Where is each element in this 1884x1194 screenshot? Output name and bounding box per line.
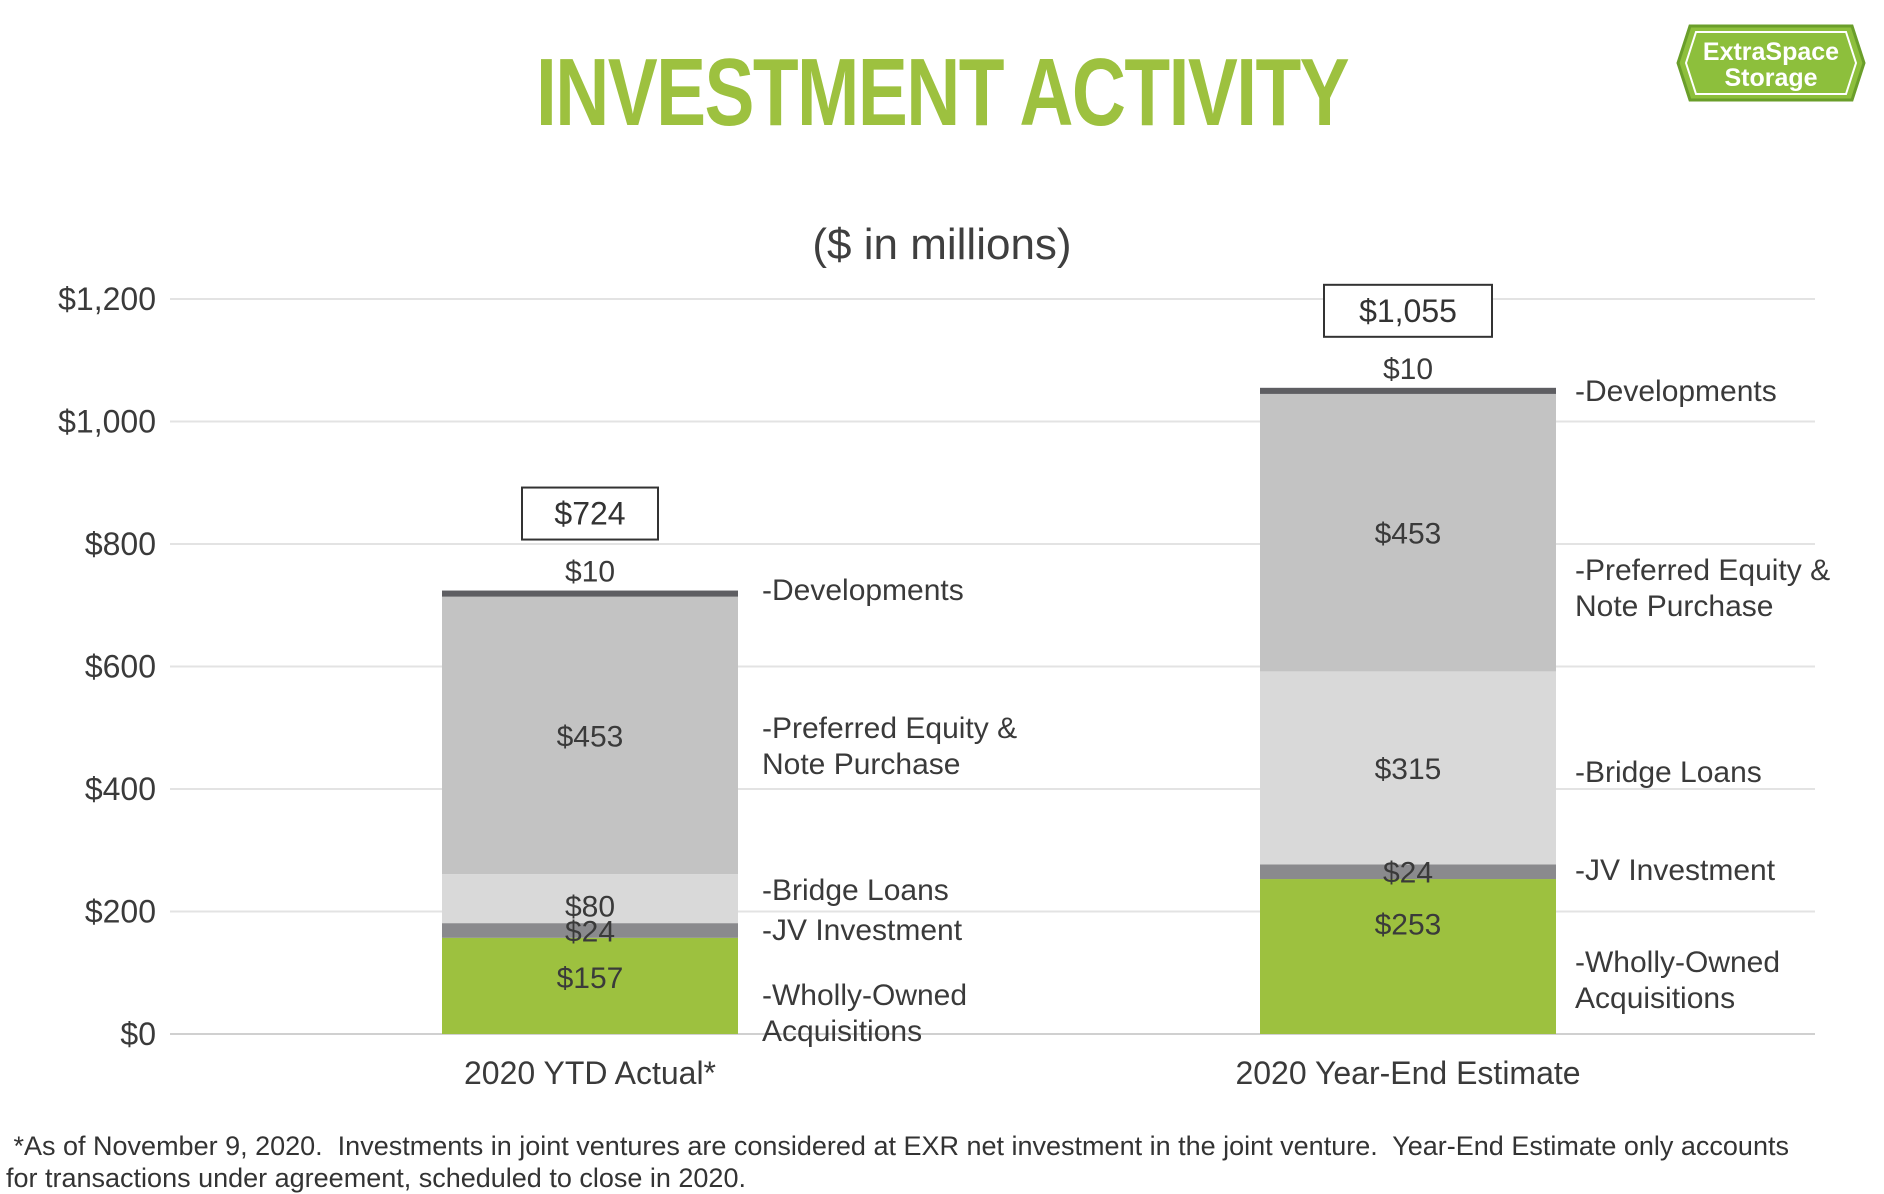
series-label: -Wholly-Owned xyxy=(1575,946,1780,979)
footnote: *As of November 9, 2020. Investments in … xyxy=(6,1130,1881,1194)
series-label: Note Purchase xyxy=(762,748,960,781)
bar-segment xyxy=(442,590,738,597)
series-label: Note Purchase xyxy=(1575,590,1773,623)
bar-segment xyxy=(442,923,738,938)
stacked-bar-chart: $0$200$400$600$800$1,000$1,200$157$24$80… xyxy=(58,281,1830,1091)
bar-segment xyxy=(1260,671,1556,865)
series-label: -Bridge Loans xyxy=(1575,756,1762,789)
data-label: $24 xyxy=(565,915,615,948)
series-label: Acquisitions xyxy=(1575,982,1735,1015)
y-tick-label: $800 xyxy=(85,526,156,562)
data-label: $315 xyxy=(1375,753,1442,786)
data-label: $453 xyxy=(1375,518,1442,551)
bar-segment xyxy=(1260,393,1556,672)
y-tick-label: $1,000 xyxy=(58,404,156,440)
series-label: -JV Investment xyxy=(1575,854,1776,887)
series-label: -Preferred Equity & xyxy=(1575,554,1830,587)
series-label: -Wholly-Owned xyxy=(762,979,967,1012)
bar-segment xyxy=(442,937,738,1034)
total-box xyxy=(521,486,659,541)
y-tick-label: $1,200 xyxy=(58,281,156,317)
series-label: -Developments xyxy=(1575,375,1777,408)
svg-text:ExtraSpace: ExtraSpace xyxy=(1703,38,1839,66)
bar-segment xyxy=(1260,879,1556,1034)
series-label: -Developments xyxy=(762,574,964,607)
bar-segment xyxy=(442,874,738,924)
svg-text:Storage: Storage xyxy=(1724,64,1817,92)
data-label: $80 xyxy=(565,891,615,924)
data-label: $24 xyxy=(1383,857,1433,890)
total-label: $724 xyxy=(554,496,625,532)
x-tick-label: 2020 Year-End Estimate xyxy=(1235,1055,1580,1091)
page-title: INVESTMENT ACTIVITY xyxy=(535,39,1350,146)
series-label: Acquisitions xyxy=(762,1015,922,1048)
series-label: -Preferred Equity & xyxy=(762,712,1017,745)
chart-subtitle: ($ in millions) xyxy=(812,220,1072,269)
bar-segment xyxy=(1260,864,1556,880)
y-tick-label: $600 xyxy=(85,649,156,685)
total-box xyxy=(1323,283,1493,338)
y-tick-label: $0 xyxy=(120,1016,156,1052)
series-label: -JV Investment xyxy=(762,914,963,947)
data-label: $10 xyxy=(565,556,615,589)
total-label: $1,055 xyxy=(1359,293,1457,329)
company-logo: ExtraSpace Storage xyxy=(1676,24,1866,102)
data-label: $253 xyxy=(1375,909,1442,942)
data-label: $10 xyxy=(1383,353,1433,386)
y-tick-label: $400 xyxy=(85,771,156,807)
footnote-line-1: *As of November 9, 2020. Investments in … xyxy=(6,1131,1789,1161)
bar-segment xyxy=(442,596,738,875)
x-tick-label: 2020 YTD Actual* xyxy=(464,1055,716,1091)
y-tick-label: $200 xyxy=(85,894,156,930)
data-label: $453 xyxy=(557,720,624,753)
footnote-line-2: for transactions under agreement, schedu… xyxy=(6,1163,746,1193)
bar-segment xyxy=(1260,387,1556,394)
series-label: -Bridge Loans xyxy=(762,874,949,907)
data-label: $157 xyxy=(557,962,624,995)
